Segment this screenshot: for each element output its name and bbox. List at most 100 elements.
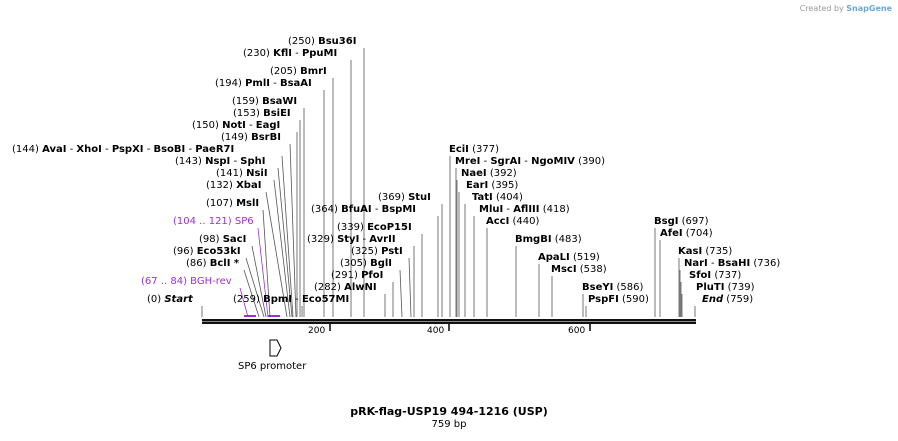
enzyme-name: BsaHI [717, 258, 751, 269]
enzyme-name: PstI [381, 246, 403, 257]
site-position: (395) [491, 180, 519, 191]
site-names: BfuAI - BspMI [341, 204, 416, 215]
enzyme-name: EarI [466, 180, 489, 191]
enzyme-name: StyI [337, 234, 360, 245]
site-position: (590) [622, 294, 649, 305]
site-names: BsaWI [262, 96, 297, 107]
enzyme-name: BclI * [209, 258, 240, 269]
site-position: (96) [173, 246, 194, 257]
name-separator: - [291, 48, 302, 59]
enzyme-site-label: (194) PmlI - BsaAI [215, 78, 312, 90]
site-position: (291) [331, 270, 358, 281]
enzyme-site-label: (282) AlwNI [314, 282, 377, 294]
enzyme-name: BmgBI [515, 234, 552, 245]
site-position: (392) [489, 168, 517, 179]
site-names: BseYI [582, 282, 613, 293]
enzyme-name: SacI [222, 234, 247, 245]
enzyme-site-label: (369) StuI [378, 192, 431, 204]
enzyme-name: MreI [455, 156, 481, 167]
site-names: NspI - SphI [205, 156, 265, 167]
ruler-tick-label: 200 [308, 326, 326, 336]
enzyme-site-label: (132) XbaI [206, 180, 261, 192]
enzyme-name: NsiI [246, 168, 268, 179]
site-names: StyI - AvrII [337, 234, 395, 245]
site-connector-line [399, 269, 403, 318]
enzyme-name: PspFI [588, 294, 619, 305]
site-connector-line [289, 143, 297, 318]
enzyme-name: XhoI [76, 144, 102, 155]
site-names: NsiI [246, 168, 267, 179]
site-connector-line [243, 269, 260, 318]
site-connector-line [273, 179, 291, 318]
enzyme-name: KasI [678, 246, 703, 257]
site-position: (143) [175, 156, 202, 167]
enzyme-name: PluTI [696, 282, 725, 293]
enzyme-site-label: (250) Bsu36I [288, 36, 356, 48]
site-names: KasI [678, 246, 702, 257]
site-position: (86) [186, 258, 207, 269]
site-position: (364) [311, 204, 338, 215]
site-position: (736) [753, 258, 781, 269]
enzyme-name: StuI [408, 192, 431, 203]
site-names: NotI - EagI [222, 120, 280, 131]
site-position: (159) [232, 96, 259, 107]
enzyme-name: AfeI [660, 228, 683, 239]
site-position: (325) [351, 246, 378, 257]
site-position: (404) [495, 192, 523, 203]
site-names: Bsu36I [318, 36, 356, 47]
site-position: (369) [378, 192, 405, 203]
name-separator: - [269, 78, 280, 89]
site-names: BsgI [654, 216, 678, 227]
enzyme-name: PspXI [111, 144, 144, 155]
primer-sp6-bar [268, 315, 280, 317]
site-names: Eco53kI [197, 246, 241, 257]
site-connector-line [262, 209, 271, 318]
site-position: (259) [233, 294, 260, 305]
snapgene-logo: SnapGene [846, 4, 892, 13]
enzyme-site-label: (153) BsiEI [233, 108, 291, 120]
enzyme-name: BfuAI [341, 204, 372, 215]
enzyme-site-label: (291) PfoI [331, 270, 383, 282]
site-connector-line [281, 155, 294, 318]
site-names: NarI - BsaHI [684, 258, 750, 269]
enzyme-name: Eco53kI [196, 246, 241, 257]
enzyme-site-label: (364) BfuAI - BspMI [311, 204, 416, 216]
enzyme-name: MscI [551, 264, 577, 275]
site-connector-line [251, 245, 267, 318]
enzyme-site-label: BsgI (697) [654, 216, 709, 228]
enzyme-name: EagI [255, 120, 281, 131]
site-names: AfeI [660, 228, 683, 239]
enzyme-site-label: (0) Start [147, 294, 193, 306]
enzyme-site-label: PluTI (739) [696, 282, 755, 294]
ruler-tick-label: 400 [427, 326, 445, 336]
site-names: PmlI - BsaAI [245, 78, 312, 89]
site-names: SfoI [689, 270, 711, 281]
enzyme-name: AccI [486, 216, 510, 227]
credit-prefix: Created by [799, 4, 844, 13]
enzyme-name: BpmI [263, 294, 292, 305]
name-separator: - [245, 120, 256, 131]
enzyme-site-label: MluI - AflIII (418) [479, 204, 570, 216]
site-names: BglI [370, 258, 392, 269]
enzyme-site-label: EciI (377) [449, 144, 499, 156]
site-position: (194) [215, 78, 242, 89]
enzyme-name: Start [164, 294, 193, 305]
enzyme-site-label: (159) BsaWI [232, 96, 297, 108]
enzyme-name: AvrII [369, 234, 396, 245]
site-position: (440) [512, 216, 540, 227]
enzyme-site-label: (141) NsiI [216, 168, 268, 180]
site-names: PluTI [696, 282, 724, 293]
site-position: (586) [616, 282, 644, 293]
enzyme-name: PfoI [361, 270, 384, 281]
enzyme-site-label: (143) NspI - SphI [175, 156, 265, 168]
enzyme-site-label: (144) AvaI - XhoI - PspXI - BsoBI - PaeR… [12, 144, 234, 156]
site-names: PfoI [361, 270, 383, 281]
enzyme-site-label: (107) MslI [206, 198, 259, 210]
enzyme-name: BsiEI [263, 108, 291, 119]
enzyme-name: SgrAI [490, 156, 522, 167]
site-position: (149) [221, 132, 248, 143]
enzyme-name: NgoMIV [531, 156, 575, 167]
enzyme-name: MslI [236, 198, 260, 209]
site-connector-line [408, 257, 412, 318]
site-names: AccI [486, 216, 509, 227]
